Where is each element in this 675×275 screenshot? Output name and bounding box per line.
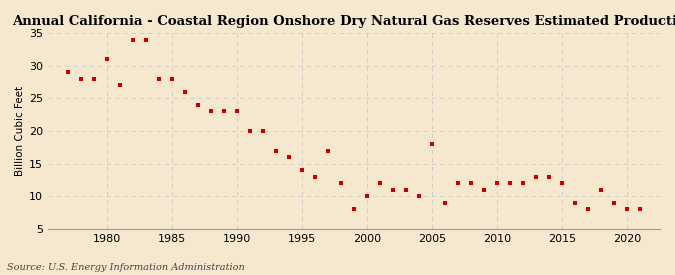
Point: [362, 194, 373, 198]
Point: [296, 168, 307, 172]
Point: [349, 207, 360, 211]
Point: [310, 174, 321, 179]
Point: [609, 200, 620, 205]
Y-axis label: Billion Cubic Feet: Billion Cubic Feet: [15, 86, 25, 176]
Point: [401, 187, 412, 192]
Point: [387, 187, 398, 192]
Point: [232, 109, 242, 114]
Point: [453, 181, 464, 185]
Point: [101, 57, 112, 62]
Point: [492, 181, 503, 185]
Point: [531, 174, 542, 179]
Point: [518, 181, 529, 185]
Point: [466, 181, 477, 185]
Point: [479, 187, 489, 192]
Point: [505, 181, 516, 185]
Point: [140, 38, 151, 42]
Point: [76, 77, 86, 81]
Point: [114, 83, 125, 88]
Point: [128, 38, 138, 42]
Point: [192, 103, 203, 107]
Point: [258, 129, 269, 133]
Text: Source: U.S. Energy Information Administration: Source: U.S. Energy Information Administ…: [7, 263, 244, 272]
Point: [219, 109, 230, 114]
Title: Annual California - Coastal Region Onshore Dry Natural Gas Reserves Estimated Pr: Annual California - Coastal Region Onsho…: [12, 15, 675, 28]
Point: [596, 187, 607, 192]
Point: [335, 181, 346, 185]
Point: [244, 129, 255, 133]
Point: [205, 109, 216, 114]
Point: [323, 148, 333, 153]
Point: [635, 207, 646, 211]
Point: [284, 155, 294, 159]
Point: [622, 207, 633, 211]
Point: [557, 181, 568, 185]
Point: [414, 194, 425, 198]
Point: [570, 200, 580, 205]
Point: [153, 77, 164, 81]
Point: [544, 174, 555, 179]
Point: [375, 181, 385, 185]
Point: [271, 148, 281, 153]
Point: [180, 90, 190, 94]
Point: [440, 200, 451, 205]
Point: [167, 77, 178, 81]
Point: [88, 77, 99, 81]
Point: [583, 207, 594, 211]
Point: [427, 142, 437, 146]
Point: [62, 70, 73, 75]
